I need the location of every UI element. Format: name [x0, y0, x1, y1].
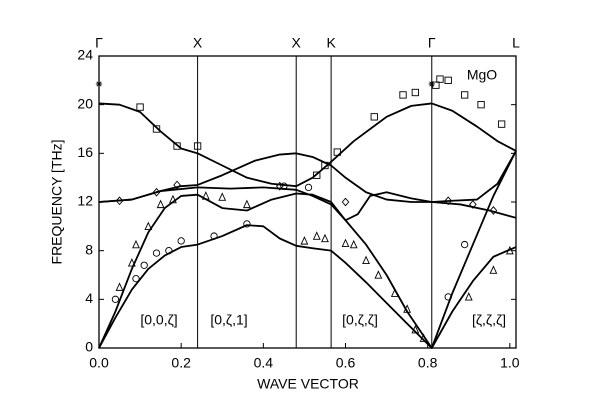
- marker-star: [428, 80, 435, 88]
- marker-diamond: [115, 196, 124, 206]
- marker-square: [477, 101, 485, 109]
- marker-triangle: [127, 258, 136, 267]
- x-axis-label: WAVE VECTOR: [257, 376, 359, 392]
- marker-square: [313, 171, 321, 179]
- top-label: L: [512, 35, 520, 51]
- marker-diamond: [173, 180, 181, 190]
- marker-triangle: [144, 221, 153, 230]
- branch-line: [98, 186, 517, 222]
- marker-triangle: [362, 255, 370, 265]
- marker-circle: [111, 295, 120, 303]
- marker-triangle: [374, 270, 383, 279]
- annotation: [ζ,ζ,ζ]: [472, 312, 506, 328]
- marker-square: [333, 148, 341, 156]
- x-tick-label: 0.4: [254, 355, 274, 371]
- branch-line: [98, 102, 517, 188]
- marker-triangle: [419, 333, 428, 342]
- marker-circle: [177, 237, 185, 245]
- y-tick-label: 24: [77, 47, 93, 63]
- marker-circle: [140, 261, 148, 269]
- marker-square: [321, 161, 329, 170]
- marker-square: [136, 103, 144, 111]
- marker-triangle: [218, 192, 227, 201]
- marker-triangle: [115, 282, 124, 291]
- x-tick-label: 0.0: [89, 355, 109, 371]
- marker-triangle: [321, 233, 329, 243]
- marker-triangle: [411, 324, 420, 334]
- marker-circle: [304, 183, 313, 192]
- marker-triangle: [242, 199, 251, 209]
- marker-triangle: [300, 236, 309, 245]
- top-label: Γ: [428, 35, 436, 51]
- marker-circle: [165, 247, 173, 255]
- marker-triangle: [201, 191, 210, 200]
- branch-line: [98, 224, 517, 349]
- marker-diamond: [444, 196, 453, 206]
- marker-diamond: [341, 197, 350, 207]
- marker-triangle: [489, 265, 498, 274]
- marker-square: [432, 81, 440, 89]
- marker-triangle: [349, 239, 358, 249]
- marker-circle: [444, 293, 452, 301]
- marker-square: [173, 142, 181, 150]
- marker-diamond: [152, 187, 161, 197]
- marker-square: [152, 125, 161, 133]
- marker-triangle: [403, 304, 412, 313]
- y-axis-label: FREQUENCY [THz]: [49, 140, 65, 265]
- annotation: MgO: [467, 67, 497, 83]
- y-tick-label: 4: [85, 290, 93, 306]
- x-tick-label: 1.0: [500, 355, 520, 371]
- marker-square: [399, 91, 407, 99]
- marker-triangle: [341, 238, 350, 248]
- x-tick-label: 0.2: [171, 355, 191, 371]
- y-tick-label: 8: [85, 241, 93, 257]
- marker-square: [497, 120, 506, 128]
- marker-circle: [460, 240, 469, 249]
- x-tick-label: 0.6: [336, 355, 356, 371]
- branch-line: [98, 150, 517, 349]
- marker-star: [95, 80, 103, 88]
- y-tick-label: 12: [77, 193, 93, 209]
- marker-triangle: [169, 194, 177, 204]
- marker-triangle: [464, 292, 473, 301]
- marker-square: [460, 91, 469, 99]
- x-tick-label: 0.8: [418, 355, 438, 371]
- marker-triangle: [390, 288, 399, 297]
- marker-circle: [280, 182, 288, 190]
- y-tick-label: 0: [85, 339, 93, 355]
- marker-square: [411, 88, 419, 97]
- annotation: [0,ζ,1]: [210, 312, 247, 328]
- marker-square: [193, 142, 202, 150]
- marker-circle: [152, 249, 161, 257]
- top-label: Γ: [95, 35, 103, 51]
- y-tick-label: 16: [77, 144, 93, 160]
- marker-triangle: [132, 239, 140, 249]
- marker-diamond: [275, 181, 284, 191]
- marker-triangle: [156, 199, 165, 209]
- marker-circle: [243, 220, 251, 228]
- top-label: K: [326, 35, 336, 51]
- marker-square: [444, 76, 452, 84]
- marker-diamond: [469, 200, 477, 209]
- annotation: [0,0,ζ]: [140, 312, 177, 328]
- marker-circle: [210, 232, 218, 240]
- top-label: X: [292, 35, 302, 51]
- marker-square: [436, 75, 444, 83]
- marker-square: [370, 113, 378, 121]
- marker-circle: [132, 274, 140, 283]
- top-label: X: [193, 35, 203, 51]
- branch-line: [98, 150, 517, 203]
- marker-diamond: [489, 206, 498, 215]
- y-tick-label: 20: [77, 95, 93, 111]
- annotation: [0,ζ,ζ]: [342, 312, 378, 328]
- marker-triangle: [505, 245, 514, 255]
- marker-triangle: [312, 231, 321, 240]
